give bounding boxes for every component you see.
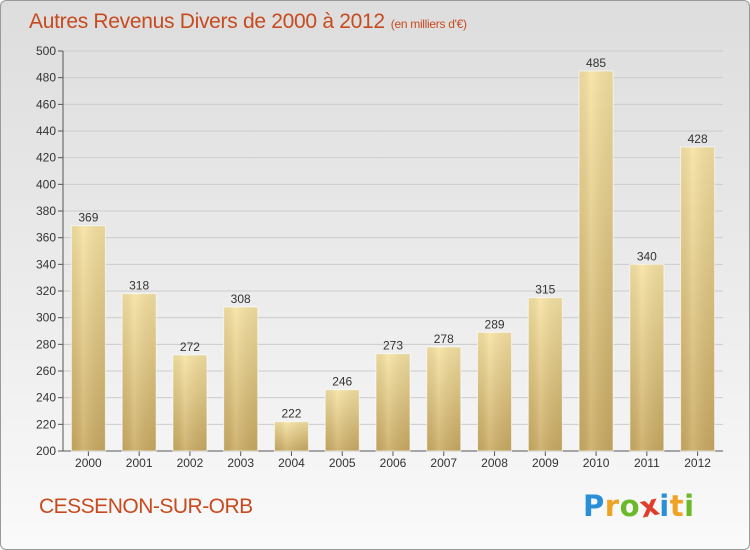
- bar-value-label: 428: [688, 132, 708, 146]
- x-tick-label: 2000: [75, 456, 102, 470]
- x-tick-label: 2005: [329, 456, 356, 470]
- bar-shine: [172, 355, 207, 451]
- y-tick-label: 360: [36, 231, 56, 245]
- city-name: CESSENON-SUR-ORB: [39, 495, 253, 518]
- bar-value-label: 485: [586, 56, 606, 70]
- bar-shine: [477, 332, 512, 451]
- y-tick-label: 300: [36, 311, 56, 325]
- axes: 200 220 240 260 280 300 320 340 360 380 400 420 440 4…: [36, 44, 723, 470]
- x-tick-label: 2006: [380, 456, 407, 470]
- x-tick-label: 2007: [430, 456, 457, 470]
- y-tick-label: 460: [36, 97, 56, 111]
- y-tick-label: 260: [36, 364, 56, 378]
- bar-shine: [376, 353, 410, 451]
- y-tick-label: 400: [36, 177, 56, 191]
- chart-unit: (en milliers d'€): [390, 17, 467, 31]
- labels: 369 318 272 308 222 246 273 278 289 315 485 340 428: [78, 56, 708, 421]
- chart-title: Autres Revenus Divers de 2000 à 2012 (en …: [29, 10, 467, 34]
- bar-value-label: 318: [129, 279, 149, 293]
- bar-shine: [426, 347, 461, 451]
- y-tick-label: 240: [36, 391, 56, 405]
- y-tick-label: 200: [36, 444, 56, 458]
- bar-value-label: 222: [281, 407, 301, 421]
- y-tick-label: 500: [36, 44, 56, 58]
- proxiti-logo: Proxiti: [583, 487, 695, 524]
- bar-shine: [71, 225, 106, 451]
- bar-value-label: 273: [383, 339, 403, 353]
- bar-shine: [325, 389, 360, 451]
- bar-shine: [579, 71, 614, 451]
- bar-value-label: 340: [637, 249, 657, 263]
- y-tick-label: 380: [36, 204, 56, 218]
- bar-value-label: 308: [231, 292, 251, 306]
- y-tick-label: 220: [36, 417, 56, 431]
- x-tick-label: 2008: [481, 456, 508, 470]
- bar-shine: [274, 421, 309, 451]
- bar-value-label: 272: [180, 340, 200, 354]
- logo-letter: o: [619, 489, 641, 523]
- y-tick-label: 440: [36, 124, 56, 138]
- bar-value-label: 246: [332, 375, 352, 389]
- x-tick-label: 2004: [278, 456, 305, 470]
- bar-shine: [223, 307, 258, 451]
- bar-shine: [680, 147, 715, 451]
- bar-value-label: 315: [535, 283, 555, 297]
- bars: [70, 70, 716, 452]
- logo-letter: i: [684, 489, 695, 523]
- bar-value-label: 289: [485, 317, 505, 331]
- logo-letter: i: [659, 489, 670, 523]
- x-tick-label: 2002: [177, 456, 204, 470]
- x-tick-label: 2011: [634, 456, 660, 470]
- x-tick-label: 2009: [532, 456, 559, 470]
- logo-letter: r: [604, 489, 620, 523]
- x-tick-label: 2010: [583, 456, 610, 470]
- y-tick-label: 420: [36, 151, 56, 165]
- logo-letter: t: [669, 489, 685, 523]
- x-tick-label: 2012: [684, 456, 711, 470]
- y-tick-label: 280: [36, 337, 56, 351]
- bar-value-label: 278: [434, 332, 454, 346]
- x-tick-label: 2001: [126, 456, 153, 470]
- y-tick-label: 340: [36, 257, 56, 271]
- bar-value-label: 369: [78, 211, 98, 225]
- y-tick-label: 320: [36, 284, 56, 298]
- x-tick-label: 2003: [227, 456, 254, 470]
- bar-shine: [528, 297, 563, 451]
- logo-letter: P: [583, 489, 605, 523]
- bar-shine: [629, 264, 664, 451]
- chart-title-text: Autres Revenus Divers de 2000 à 2012: [29, 10, 385, 33]
- y-tick-label: 480: [36, 71, 56, 85]
- bar-shine: [122, 293, 157, 451]
